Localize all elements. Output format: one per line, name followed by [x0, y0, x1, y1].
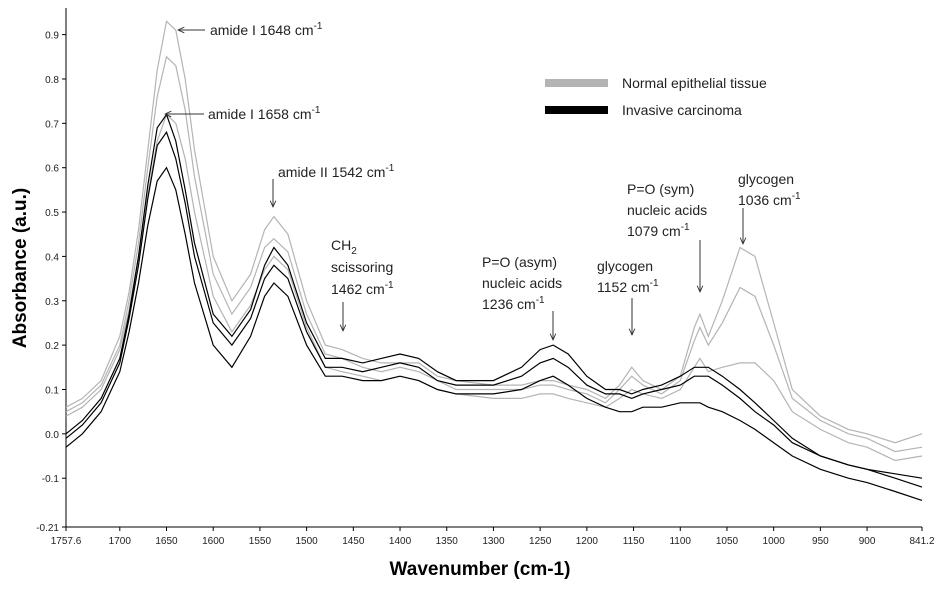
annotation-sup: -1: [314, 21, 323, 32]
y-tick-label: 0.7: [45, 119, 59, 130]
annotation-text: nucleic acids: [482, 275, 562, 291]
annotation: P=O (asym): [482, 254, 557, 270]
legend-label: Invasive carcinoma: [622, 102, 742, 118]
annotation: 1036 cm-1: [738, 191, 801, 208]
y-tick-label: -0.21: [36, 523, 59, 534]
annotation: amide I 1658 cm-1: [208, 105, 321, 122]
annotation: 1079 cm-1: [627, 222, 690, 239]
annotation-sup: -1: [650, 278, 659, 289]
y-tick-label: 0.6: [45, 164, 59, 175]
annotation-text: 1152 cm: [597, 279, 650, 295]
annotation-text: amide I 1658 cm: [208, 106, 312, 122]
annotation-sup: -1: [312, 105, 321, 116]
annotation-sup: -1: [792, 191, 801, 202]
annotation: nucleic acids: [627, 202, 707, 218]
y-tick-label: 0.5: [45, 208, 59, 219]
annotation: 1152 cm-1: [597, 278, 659, 295]
x-tick-label: 1400: [389, 536, 412, 547]
annotation-text: P=O (asym): [482, 254, 557, 270]
annotation: amide I 1648 cm-1: [210, 21, 323, 38]
y-axis-title: Absorbance (a.u.): [10, 188, 31, 348]
y-tick-label: 0.8: [45, 75, 59, 86]
annotation-text: scissoring: [331, 259, 393, 275]
x-tick-label: 1000: [763, 536, 786, 547]
x-tick-label: 1050: [716, 536, 739, 547]
x-tick-label: 950: [812, 536, 829, 547]
annotation: 1236 cm-1: [482, 295, 545, 312]
annotation: CH2: [331, 237, 357, 257]
x-tick-label: 1300: [482, 536, 505, 547]
spectrum-line: [65, 130, 923, 479]
annotation-text: glycogen: [738, 171, 794, 187]
annotation-text: CH: [331, 237, 351, 253]
x-tick-label: 1250: [529, 536, 552, 547]
annotation: glycogen: [597, 258, 653, 274]
x-tick-label: 1600: [202, 536, 225, 547]
x-tick-label: 900: [859, 536, 876, 547]
annotation: scissoring: [331, 259, 393, 275]
annotation: 1462 cm-1: [331, 280, 394, 297]
spectrum-line: [65, 166, 923, 501]
y-tick-label: 0.3: [45, 297, 59, 308]
annotation-sub: 2: [351, 246, 357, 257]
y-tick-label: 0.4: [45, 252, 59, 263]
x-tick-label: 841.2: [909, 536, 934, 547]
x-tick-label: 1350: [436, 536, 459, 547]
spectrum-line: [65, 113, 923, 488]
annotation: amide II 1542 cm-1: [278, 163, 395, 180]
x-tick-label: 1150: [623, 536, 645, 547]
x-tick-label: 1100: [669, 536, 691, 547]
annotation-text: amide II 1542 cm: [278, 164, 385, 180]
spectrum-line: [65, 55, 923, 453]
x-tick-label: 1757.6: [51, 536, 82, 547]
y-tick-label: -0.1: [42, 474, 60, 485]
annotation-text: 1236 cm: [482, 296, 536, 312]
annotation-sup: -1: [536, 295, 545, 306]
annotation-sup: -1: [385, 280, 394, 291]
annotation-text: amide I 1648 cm: [210, 22, 314, 38]
annotation: nucleic acids: [482, 275, 562, 291]
y-tick-label: 0.9: [45, 31, 59, 42]
annotation-text: 1462 cm: [331, 281, 385, 297]
annotation-sup: -1: [385, 163, 394, 174]
legend-label: Normal epithelial tissue: [622, 75, 767, 91]
annotation-text: glycogen: [597, 258, 653, 274]
x-tick-label: 1700: [109, 536, 132, 547]
annotation-text: P=O (sym): [627, 181, 694, 197]
annotation-text: nucleic acids: [627, 202, 707, 218]
y-tick-label: 0.1: [45, 385, 59, 396]
y-tick-label: 0.2: [45, 341, 59, 352]
annotation-text: 1036 cm: [738, 192, 792, 208]
annotation-sup: -1: [681, 222, 690, 233]
annotation-text: 1079 cm: [627, 223, 681, 239]
x-axis-title: Wavenumber (cm-1): [390, 559, 571, 580]
x-tick-label: 1550: [249, 536, 272, 547]
annotation: glycogen: [738, 171, 794, 187]
annotation: P=O (sym): [627, 181, 694, 197]
x-tick-label: 1500: [295, 536, 318, 547]
x-tick-label: 1450: [342, 536, 365, 547]
x-tick-label: 1200: [576, 536, 599, 547]
y-tick-label: 0.0: [45, 430, 59, 441]
spectrum-line: [65, 20, 923, 444]
x-tick-label: 1650: [155, 536, 178, 547]
